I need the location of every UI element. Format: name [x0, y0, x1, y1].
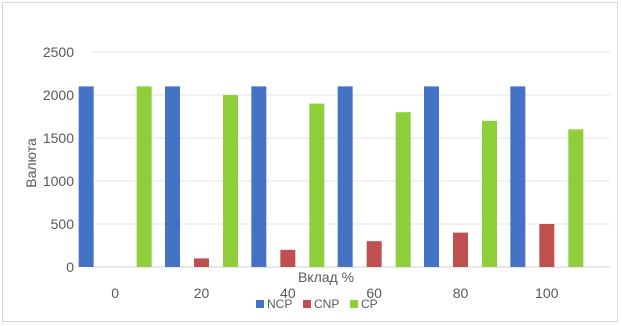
y-tick-label: 1000: [43, 173, 74, 189]
legend-swatch-ncp: [256, 300, 264, 308]
y-tick-label: 0: [66, 259, 74, 275]
x-tick-label: 60: [366, 285, 382, 301]
bar-cnp-100: [539, 224, 555, 267]
bar-cnp-20: [194, 258, 209, 267]
bars: [78, 86, 584, 268]
bar-ncp-80: [424, 86, 439, 268]
legend-swatch-cnp: [303, 300, 311, 308]
bar-cnp-40: [280, 249, 296, 267]
x-tick-label: 100: [535, 285, 559, 301]
legend-label-cnp: CNP: [314, 297, 339, 311]
bar-ncp-40: [251, 86, 267, 268]
y-tick-label: 2500: [43, 44, 74, 60]
bar-cp-40: [309, 103, 325, 267]
x-tick-label: 80: [453, 285, 469, 301]
x-tick-label: 20: [194, 285, 210, 301]
y-tick-labels: 0 500 1000 1500 2000 2500: [43, 44, 74, 275]
bar-ncp-100: [510, 86, 526, 268]
x-tick-label: 40: [280, 285, 296, 301]
bar-cp-0: [136, 86, 152, 268]
bar-ncp-0: [78, 86, 94, 268]
y-axis-title: Валюта: [23, 138, 39, 188]
bar-cp-80: [482, 120, 497, 267]
y-tick-label: 500: [51, 216, 75, 232]
bar-cnp-80: [453, 232, 468, 267]
y-tick-label: 2000: [43, 87, 74, 103]
y-tick-label: 1500: [43, 130, 74, 146]
bar-cnp-60: [366, 241, 382, 267]
x-tick-labels: 0 20 40 60 80 100: [111, 285, 558, 301]
bar-cp-60: [395, 112, 411, 267]
bar-cp-20: [223, 95, 238, 267]
x-axis-title: Вклад %: [298, 269, 354, 285]
legend: NCP CNP CP: [256, 297, 378, 311]
bar-ncp-60: [337, 86, 353, 268]
x-tick-label: 0: [111, 285, 119, 301]
bar-ncp-20: [165, 86, 180, 268]
legend-swatch-cp: [350, 300, 358, 308]
legend-label-cp: CP: [361, 297, 378, 311]
bar-cp-100: [568, 129, 584, 267]
legend-label-ncp: NCP: [267, 297, 292, 311]
